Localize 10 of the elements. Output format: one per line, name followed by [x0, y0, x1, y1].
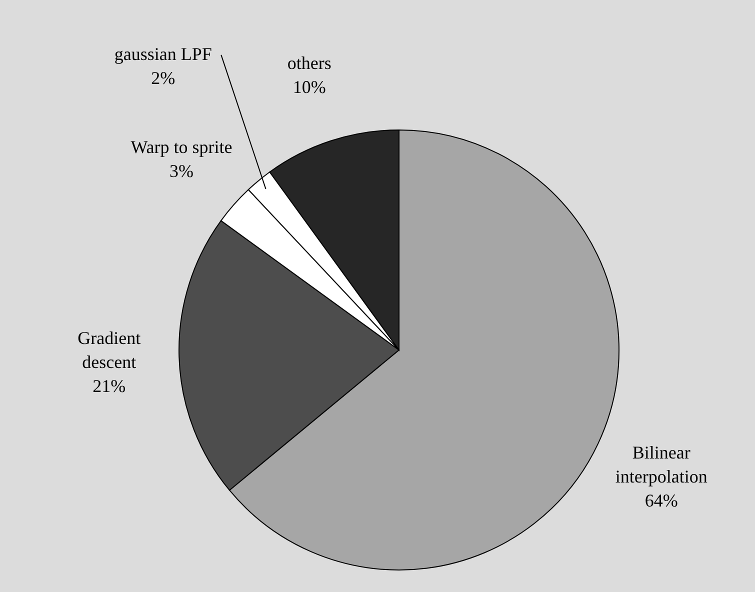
- slice-label: Bilinear interpolation: [615, 442, 708, 486]
- slice-label: Gradient descent: [78, 328, 141, 372]
- data-label: 10%: [292, 77, 326, 98]
- slice-label: Warp to sprite: [130, 137, 232, 158]
- data-label: 2%: [151, 68, 176, 88]
- data-label: 3%: [169, 161, 194, 182]
- data-label: 21%: [92, 376, 126, 396]
- slice-label: others: [287, 53, 332, 74]
- slice-label: gaussian LPF: [114, 44, 212, 64]
- data-label: 64%: [644, 490, 678, 510]
